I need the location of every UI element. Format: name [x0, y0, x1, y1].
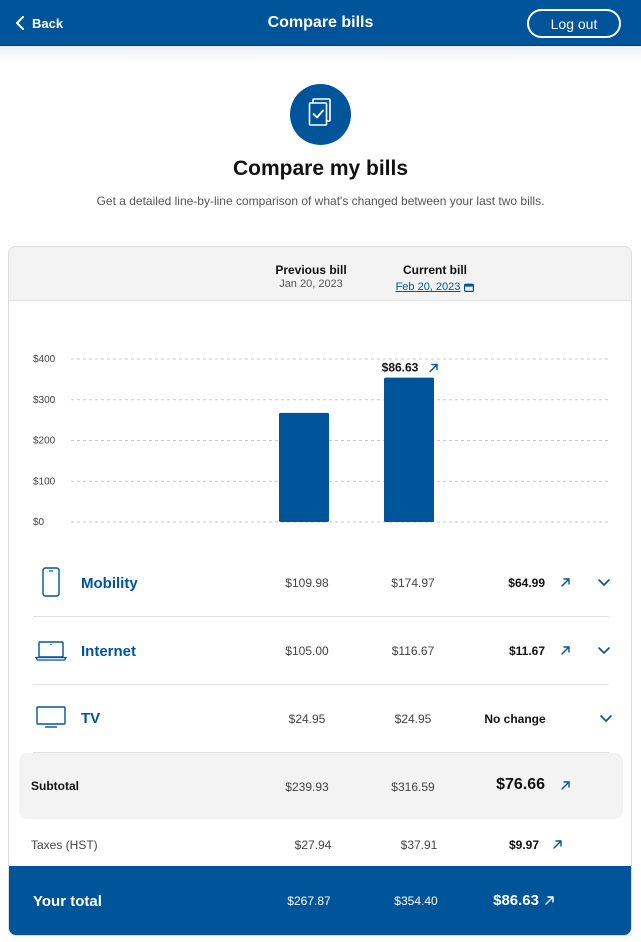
taxes-row: Taxes (HST) $27.94 $37.91 $9.97	[9, 827, 631, 865]
compare-subtitle: Get a detailed line-by-line comparison o…	[96, 194, 545, 208]
current-amount: $174.97	[391, 576, 435, 590]
difference-amount: No change	[484, 712, 546, 726]
chevron-down-icon[interactable]	[598, 647, 610, 655]
top-bar: Back Compare bills Log out	[0, 0, 641, 46]
y-tick-label: $200	[33, 436, 56, 447]
service-row-tv[interactable]: TV $24.95 $24.95 No change	[33, 685, 612, 753]
arrow-up-right-icon	[561, 578, 570, 587]
phone-icon	[42, 567, 60, 597]
arrow-up-right-icon	[429, 363, 438, 373]
arrow-up-right-icon	[561, 781, 570, 790]
current-amount: $24.95	[394, 712, 432, 726]
taxes-label: Taxes (HST)	[31, 838, 98, 852]
header-shadow	[0, 46, 641, 64]
tv-icon	[36, 706, 66, 728]
bar-previous	[279, 412, 329, 522]
arrow-up-right-icon	[553, 840, 562, 849]
taxes-current: $37.91	[400, 838, 438, 852]
y-tick-label: $400	[33, 354, 56, 365]
logout-button[interactable]: Log out	[527, 9, 621, 38]
previous-bill-header: Previous bill Jan 20, 2023	[246, 263, 376, 290]
service-name: Mobility	[81, 575, 138, 592]
total-row: Your total $267.87 $354.40 $86.63	[9, 866, 631, 935]
total-current: $354.40	[394, 894, 438, 908]
current-bill-header: Current bill Feb 20, 2023	[370, 263, 500, 295]
subtotal-current: $316.59	[391, 780, 435, 794]
taxes-previous: $27.94	[294, 838, 332, 852]
comparison-card: Previous bill Jan 20, 2023 Current bill …	[8, 246, 632, 936]
y-tick-label: $100	[33, 476, 56, 487]
previous-bill-label: Previous bill	[275, 263, 347, 277]
y-tick-label: $300	[33, 395, 56, 406]
total-difference: $86.63	[493, 892, 539, 909]
arrow-up-right-icon	[561, 646, 570, 655]
service-row-mobility[interactable]: Mobility $109.98 $174.97 $64.99	[33, 549, 610, 617]
subtotal-row: Subtotal $239.93 $316.59 $76.66	[19, 753, 623, 819]
chevron-down-icon[interactable]	[598, 579, 610, 587]
current-bill-label: Current bill	[402, 263, 467, 277]
taxes-difference: $9.97	[508, 838, 539, 852]
service-name: TV	[81, 710, 101, 727]
current-bill-date: Feb 20, 2023	[395, 281, 461, 293]
difference-amount: $64.99	[508, 576, 545, 590]
bar-data-label: $86.63	[382, 361, 419, 375]
bill-check-icon	[290, 84, 351, 145]
subtotal-label: Subtotal	[31, 779, 79, 793]
bar-current	[384, 377, 434, 522]
subtotal-previous: $239.93	[285, 780, 329, 794]
service-name: Internet	[81, 643, 137, 660]
current-amount: $116.67	[391, 644, 435, 658]
page-title: Compare bills	[267, 14, 374, 31]
difference-amount: $11.67	[508, 644, 545, 658]
compare-heading: Compare my bills	[232, 157, 409, 180]
chevron-left-icon	[16, 16, 24, 30]
comparison-header: Previous bill Jan 20, 2023 Current bill …	[9, 247, 631, 301]
chevron-down-icon[interactable]	[600, 715, 612, 723]
back-button[interactable]: Back	[16, 12, 63, 34]
laptop-icon	[35, 641, 67, 661]
previous-bill-date: Jan 20, 2023	[279, 278, 343, 290]
subtotal-difference: $76.66	[496, 776, 545, 793]
current-bill-date-link[interactable]: Feb 20, 2023	[396, 281, 475, 293]
y-tick-label: $0	[33, 517, 45, 528]
arrow-up-right-icon	[545, 896, 554, 905]
total-label: Your total	[33, 893, 102, 910]
previous-amount: $105.00	[285, 644, 329, 658]
calendar-icon	[464, 283, 475, 292]
back-label: Back	[32, 15, 64, 31]
service-row-internet[interactable]: Internet $105.00 $116.67 $11.67	[33, 617, 610, 685]
previous-amount: $109.98	[285, 576, 329, 590]
bill-comparison-chart: $0 $100 $200 $300 $400 $86.63	[33, 354, 609, 528]
total-previous: $267.87	[287, 894, 331, 908]
previous-amount: $24.95	[288, 712, 326, 726]
